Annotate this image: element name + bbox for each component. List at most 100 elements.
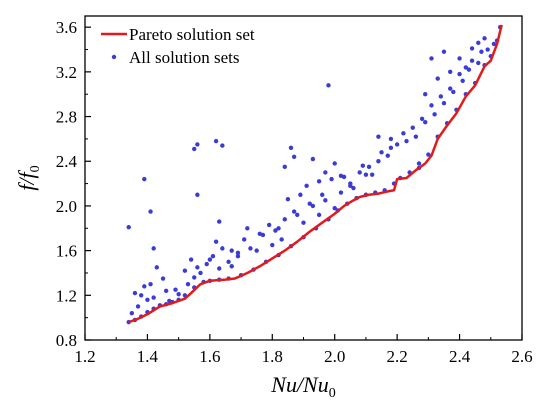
scatter-point bbox=[326, 83, 331, 88]
scatter-point bbox=[217, 266, 222, 271]
x-tick-label: 1.2 bbox=[74, 347, 95, 366]
y-tick-label: 2.8 bbox=[56, 108, 77, 127]
scatter-point bbox=[360, 163, 366, 168]
scatter-point bbox=[435, 76, 440, 81]
scatter-point bbox=[192, 146, 197, 152]
scatter-point bbox=[379, 150, 384, 155]
y-tick-label: 1.6 bbox=[56, 242, 77, 261]
scatter-point bbox=[491, 41, 497, 47]
scatter-point bbox=[423, 119, 428, 125]
scatter-point bbox=[295, 212, 300, 218]
scatter-point bbox=[404, 138, 409, 144]
scatter-point bbox=[388, 145, 394, 151]
scatter-point bbox=[248, 246, 253, 251]
scatter-point bbox=[338, 190, 344, 195]
scatter-point bbox=[448, 86, 453, 91]
scatter-point bbox=[429, 103, 434, 108]
scatter-point bbox=[260, 232, 266, 238]
scatter-point bbox=[416, 161, 422, 166]
scatter-point bbox=[323, 170, 328, 175]
scatter-point bbox=[220, 143, 225, 148]
scatter-point bbox=[185, 281, 191, 287]
y-axis-title-subscript: 0 bbox=[28, 165, 43, 172]
legend-label-pareto: Pareto solution set bbox=[129, 25, 255, 44]
scatter-point bbox=[310, 203, 316, 209]
scatter-point bbox=[198, 270, 203, 276]
scatter-point bbox=[182, 268, 188, 273]
scatter-point bbox=[291, 154, 297, 159]
scatter-point bbox=[245, 226, 250, 231]
x-axis-title-subscript: 0 bbox=[329, 386, 336, 401]
scatter-point bbox=[163, 288, 169, 294]
scatter-point bbox=[351, 185, 356, 191]
y-tick-label: 0.8 bbox=[56, 331, 77, 350]
scatter-point bbox=[160, 276, 166, 281]
scatter-point bbox=[235, 254, 241, 259]
scatter-point bbox=[207, 257, 213, 262]
scatter-point bbox=[188, 257, 194, 262]
y-tick-label: 2.0 bbox=[56, 197, 77, 216]
y-tick-label: 3.6 bbox=[56, 18, 77, 37]
scatter-point bbox=[338, 173, 344, 178]
axis-ticks: 1.2 1.4 1.6 1.8 2.0 2.2 2.4 2.60.81.21.62.02.42… bbox=[56, 18, 533, 366]
chart-marks bbox=[126, 24, 503, 325]
scatter-point bbox=[276, 226, 281, 231]
y-tick-label: 1.2 bbox=[56, 286, 77, 305]
scatter-point bbox=[316, 179, 322, 184]
scatter-point bbox=[482, 36, 487, 41]
scatter-point bbox=[204, 261, 209, 267]
legend: Pareto solution set All solution sets bbox=[101, 25, 255, 67]
scatter-point bbox=[357, 170, 362, 175]
scatter-point bbox=[329, 176, 334, 182]
scatter-point bbox=[451, 89, 456, 95]
x-tick-label: 2.0 bbox=[324, 347, 345, 366]
scatter-point bbox=[126, 224, 131, 230]
scatter-point bbox=[148, 281, 153, 287]
x-axis-title-main: Nu/Nu bbox=[270, 372, 328, 397]
scatter-point bbox=[460, 78, 465, 84]
scatter-point bbox=[363, 172, 369, 177]
x-tick-label: 2.6 bbox=[511, 347, 532, 366]
scatter-point bbox=[413, 134, 419, 139]
legend-swatch-all-solutions bbox=[111, 54, 117, 60]
y-axis-title: f/f0 bbox=[14, 165, 43, 190]
scatter-point bbox=[266, 222, 272, 228]
scatter-point bbox=[441, 100, 447, 106]
scatter-point bbox=[388, 136, 394, 142]
scatter-point bbox=[426, 152, 431, 157]
x-tick-label: 1.6 bbox=[199, 347, 220, 366]
scatter-point bbox=[298, 192, 303, 197]
scatter-point bbox=[154, 265, 159, 270]
scatter-point bbox=[457, 56, 462, 61]
scatter-point bbox=[226, 259, 231, 264]
scatter-point bbox=[401, 131, 406, 136]
scatter-point bbox=[332, 161, 337, 166]
scatter-point bbox=[167, 298, 172, 304]
scatter-point bbox=[195, 192, 200, 197]
scatter-point bbox=[254, 248, 259, 253]
scatter-point bbox=[304, 183, 309, 189]
scatter-point bbox=[369, 172, 375, 177]
scatter-point bbox=[229, 264, 234, 269]
scatter-point bbox=[217, 219, 222, 224]
scatter-point bbox=[394, 142, 400, 147]
scatter-point bbox=[320, 192, 325, 197]
scatter-point bbox=[288, 145, 294, 151]
scatter-point bbox=[432, 112, 437, 117]
scatter-point bbox=[142, 284, 147, 289]
pareto-line bbox=[128, 24, 503, 324]
scatter-point bbox=[448, 69, 453, 75]
y-tick-label: 3.2 bbox=[56, 63, 77, 82]
scatter-point bbox=[310, 156, 316, 162]
scatter-point bbox=[135, 304, 141, 309]
scatter-point bbox=[138, 293, 144, 298]
scatter-point bbox=[485, 47, 490, 52]
scatter-point bbox=[466, 67, 472, 72]
scatter-point bbox=[423, 92, 428, 97]
scatter-point bbox=[195, 142, 200, 147]
scatter-point bbox=[463, 65, 469, 70]
scatter-point bbox=[332, 205, 337, 211]
scatter-point bbox=[291, 209, 297, 214]
x-tick-label: 2.2 bbox=[387, 347, 408, 366]
x-tick-label: 1.8 bbox=[262, 347, 283, 366]
